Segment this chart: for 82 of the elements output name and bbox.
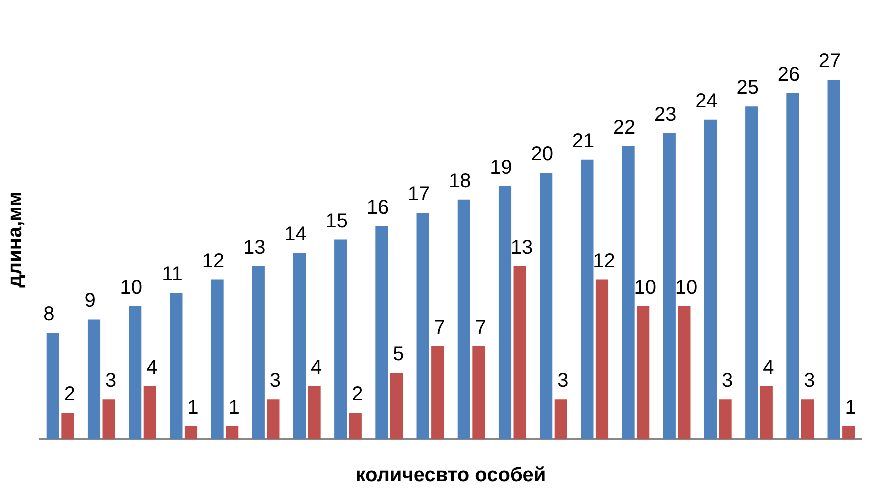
bar [746, 106, 758, 440]
bar [842, 426, 856, 440]
bar [786, 93, 800, 440]
data-label: 1 [845, 396, 856, 419]
bar [760, 386, 773, 440]
data-label: 3 [722, 370, 734, 392]
data-label: 15 [326, 210, 348, 232]
bar [678, 306, 691, 440]
data-label: 16 [366, 196, 390, 219]
data-label: 4 [763, 356, 774, 379]
bar [719, 400, 732, 440]
y-axis-title: длина,мм [4, 192, 27, 288]
data-label: 3 [558, 370, 569, 392]
data-label: 21 [572, 130, 595, 152]
bar [349, 412, 362, 440]
x-axis-title: количесвто особей [356, 464, 546, 487]
bar [622, 146, 635, 440]
bar [390, 373, 404, 440]
bar [334, 240, 348, 440]
bar [267, 400, 280, 440]
data-label: 4 [146, 356, 158, 379]
bar [514, 266, 526, 440]
bar [252, 266, 265, 440]
bar [293, 253, 306, 440]
bar [46, 333, 60, 440]
bar [498, 186, 512, 440]
data-label: 9 [84, 290, 96, 312]
bar [704, 120, 718, 440]
bar [637, 306, 650, 440]
data-label: 1 [188, 396, 199, 419]
data-label: 3 [105, 370, 117, 392]
bar [828, 80, 840, 440]
bar [211, 280, 224, 440]
bar [129, 306, 142, 440]
data-label: 7 [434, 316, 446, 339]
bar [432, 346, 444, 440]
bar [554, 400, 568, 440]
bar [596, 280, 609, 440]
bar [226, 426, 239, 440]
bar [376, 226, 388, 440]
data-label: 10 [675, 276, 698, 299]
data-label: 8 [44, 304, 55, 326]
bar [416, 213, 430, 440]
data-label: 4 [310, 356, 322, 379]
data-label: 17 [408, 184, 430, 206]
data-label: 26 [778, 64, 800, 86]
bar [144, 386, 156, 440]
data-label: 20 [531, 144, 554, 166]
bar [308, 386, 321, 440]
data-label: 27 [818, 50, 842, 72]
bar [581, 160, 594, 440]
data-label: 2 [64, 383, 76, 406]
data-label: 25 [736, 77, 759, 100]
bar [472, 346, 486, 440]
data-label: 23 [654, 104, 677, 126]
bar [184, 426, 198, 440]
data-label: 12 [593, 250, 616, 272]
bar [801, 400, 814, 440]
data-label: 10 [634, 276, 656, 299]
data-label: 22 [613, 117, 636, 140]
data-label: 13 [510, 236, 534, 259]
bar [663, 133, 676, 440]
bar [102, 400, 116, 440]
data-label: 5 [393, 344, 404, 366]
data-label: 12 [202, 250, 225, 272]
data-label: 14 [284, 224, 307, 246]
bar [62, 412, 74, 440]
bar [88, 320, 101, 440]
data-label: 2 [352, 383, 364, 406]
data-label: 18 [449, 170, 472, 192]
data-label: 3 [270, 370, 282, 392]
data-label: 19 [490, 157, 512, 180]
data-label: 10 [120, 276, 142, 299]
bar [170, 293, 183, 440]
bar [458, 200, 470, 440]
data-label: 24 [696, 90, 718, 112]
data-label: 11 [162, 264, 183, 286]
data-label: 1 [228, 396, 240, 419]
data-label: 3 [804, 370, 816, 392]
data-label: 7 [475, 316, 487, 339]
data-label: 13 [244, 236, 266, 259]
bar [540, 173, 553, 440]
